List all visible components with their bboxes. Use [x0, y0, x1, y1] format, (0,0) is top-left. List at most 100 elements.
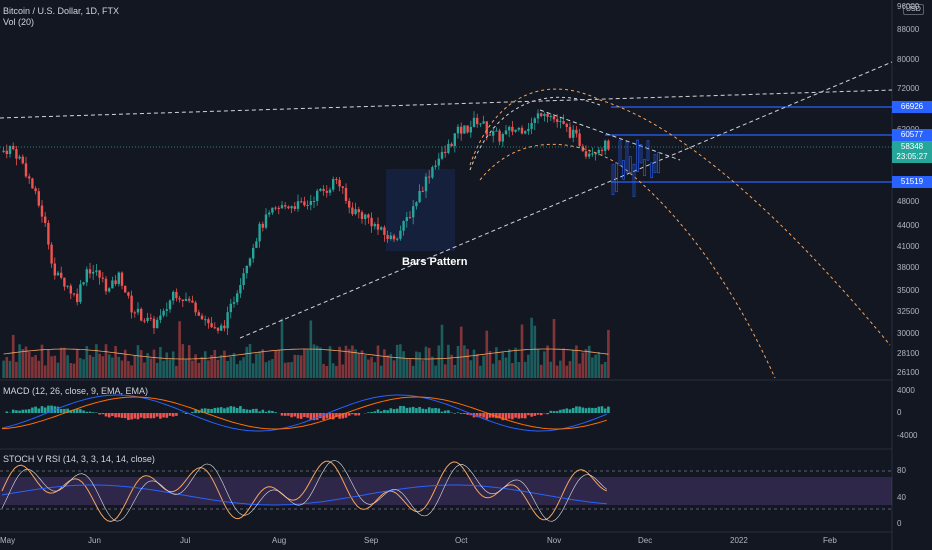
- volume-bar: [463, 345, 466, 378]
- volume-bar: [389, 354, 393, 378]
- macd-histogram-bar: [575, 406, 578, 413]
- macd-histogram-bar: [242, 408, 245, 413]
- stoch-title[interactable]: STOCH V RSI (14, 3, 3, 14, 14, close): [3, 454, 155, 464]
- macd-histogram-bar: [127, 413, 130, 420]
- bars-pattern-box[interactable]: [386, 169, 455, 251]
- volume-bar: [2, 360, 5, 378]
- macd-histogram-bar: [223, 408, 226, 413]
- macd-histogram-bar: [389, 408, 393, 413]
- volume-bar: [581, 352, 585, 378]
- macd-histogram-bar: [309, 413, 313, 421]
- volume-bar: [501, 351, 505, 378]
- volume-bar: [491, 363, 495, 378]
- macd-histogram-bar: [235, 407, 239, 413]
- candle-body: [392, 235, 396, 240]
- price-tick: 48000: [897, 197, 920, 206]
- macd-histogram-bar: [482, 413, 485, 418]
- volume-bar: [504, 357, 508, 378]
- macd-histogram-bar: [379, 411, 383, 413]
- short-trendline[interactable]: [539, 109, 681, 161]
- volume-bar: [335, 365, 338, 378]
- price-label-66926[interactable]: 66926: [892, 101, 932, 113]
- volume-bar: [552, 318, 556, 378]
- macd-histogram-bar: [328, 413, 332, 419]
- volume-bar: [296, 354, 300, 378]
- macd-histogram-bar: [559, 409, 562, 413]
- volume-bar: [402, 351, 405, 378]
- candle-body: [284, 205, 287, 207]
- candle-body: [450, 143, 453, 147]
- macd-histogram-bar: [434, 408, 437, 413]
- macd-histogram-bar: [456, 412, 460, 413]
- macd-title[interactable]: MACD (12, 26, close, 9, EMA, EMA): [3, 386, 149, 396]
- volume-bar: [357, 353, 361, 378]
- macd-histogram-bar: [383, 409, 386, 413]
- candle-body: [184, 298, 188, 302]
- volume-bar: [511, 363, 514, 378]
- volume-bar: [315, 345, 319, 378]
- volume-bar: [597, 351, 601, 378]
- volume-bar: [299, 355, 303, 378]
- inner-arc[interactable]: [479, 143, 776, 379]
- price-tick: 72000: [897, 84, 920, 93]
- volume-bar: [594, 354, 597, 378]
- macd-tick: 4000: [897, 386, 915, 395]
- candle-body: [594, 153, 597, 155]
- volume-bar: [133, 355, 137, 378]
- rising-trendline[interactable]: [239, 61, 893, 339]
- candle-body: [354, 209, 357, 215]
- price-label-51519[interactable]: 51519: [892, 176, 932, 188]
- volume-bar: [203, 351, 207, 378]
- volume-bar: [437, 345, 441, 378]
- bars-pattern-label[interactable]: Bars Pattern: [402, 256, 468, 268]
- candlesticks[interactable]: [2, 109, 610, 335]
- volume-bar: [395, 344, 399, 378]
- candle-body: [309, 201, 312, 206]
- candle-body: [197, 312, 200, 316]
- upper-trendline[interactable]: [0, 89, 893, 119]
- macd-histogram-bar: [248, 409, 252, 413]
- candle-body: [287, 206, 290, 209]
- volume-bar: [15, 361, 18, 378]
- candle-body: [549, 116, 552, 118]
- macd-histogram-bar: [373, 411, 377, 413]
- price-tick: 80000: [897, 55, 920, 64]
- candle-body: [101, 277, 104, 279]
- symbol-title[interactable]: Bitcoin / U.S. Dollar, 1D, FTX: [3, 6, 120, 16]
- candle-body: [2, 150, 5, 153]
- price-label-60577[interactable]: 60577: [892, 129, 932, 141]
- volume-bar: [485, 330, 489, 378]
- macd-histogram-bar: [562, 409, 565, 413]
- volume-bar: [261, 349, 265, 378]
- candle-body: [338, 179, 341, 187]
- projected-bar: [657, 152, 660, 174]
- candle-body: [412, 206, 415, 218]
- volume-bar: [79, 358, 82, 378]
- candle-body: [76, 293, 79, 303]
- projected-bar: [639, 144, 643, 164]
- macd-histogram-bar: [133, 413, 137, 419]
- price-label-last[interactable]: 58348: [892, 141, 932, 153]
- macd-histogram-bar: [517, 413, 521, 419]
- volume-bar: [354, 349, 357, 378]
- currency-badge[interactable]: USD: [903, 4, 924, 15]
- volume-bar: [277, 349, 281, 378]
- volume-title[interactable]: Vol (20): [3, 17, 35, 27]
- macd-histogram-bar: [149, 413, 153, 419]
- candle-body: [508, 126, 511, 131]
- volume-bar: [194, 354, 197, 378]
- volume-bar: [376, 345, 380, 378]
- volume-bar: [306, 349, 309, 378]
- volume-bar: [37, 360, 41, 378]
- outer-arc[interactable]: [469, 88, 891, 346]
- candle-body: [485, 121, 488, 135]
- candle-body: [453, 133, 456, 147]
- candle-body: [31, 178, 34, 189]
- candle-body: [527, 128, 530, 132]
- candle-body: [258, 223, 261, 242]
- volume-bar: [280, 318, 284, 378]
- volume-bar: [562, 348, 565, 378]
- candle-body: [415, 202, 418, 207]
- candle-body: [607, 140, 610, 150]
